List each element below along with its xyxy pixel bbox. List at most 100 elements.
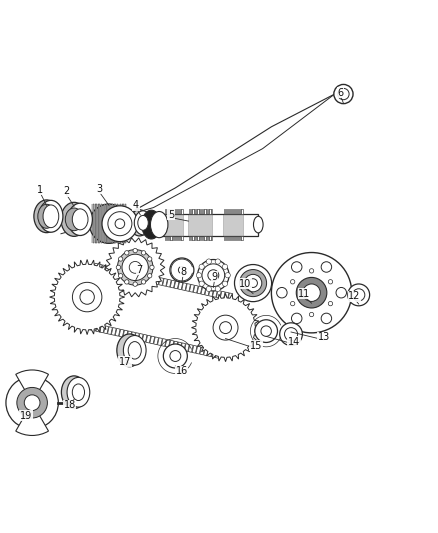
Bar — [138, 334, 143, 341]
Bar — [192, 236, 194, 240]
Circle shape — [328, 302, 332, 306]
Text: 3: 3 — [96, 184, 102, 194]
Ellipse shape — [43, 205, 59, 228]
Bar — [230, 236, 231, 240]
Circle shape — [80, 290, 94, 304]
Bar — [169, 236, 170, 240]
Bar — [232, 209, 233, 214]
Circle shape — [141, 280, 146, 284]
Bar — [123, 330, 128, 338]
Bar — [237, 236, 239, 240]
Text: 7: 7 — [136, 265, 143, 275]
Bar — [194, 209, 195, 214]
Ellipse shape — [198, 260, 229, 291]
Bar — [196, 236, 197, 240]
Bar — [197, 286, 202, 294]
Bar — [189, 209, 190, 214]
Bar — [232, 236, 233, 240]
Ellipse shape — [215, 259, 220, 264]
Circle shape — [280, 323, 302, 345]
Circle shape — [309, 269, 314, 273]
Bar — [125, 204, 126, 244]
Bar — [200, 347, 205, 355]
Text: 18: 18 — [64, 400, 76, 410]
Bar — [228, 209, 229, 214]
Polygon shape — [106, 238, 165, 297]
Bar — [172, 209, 173, 214]
Circle shape — [129, 262, 141, 273]
Bar — [224, 209, 225, 214]
Ellipse shape — [178, 266, 185, 273]
Bar — [188, 344, 193, 352]
Text: 4: 4 — [133, 200, 139, 211]
Bar — [117, 204, 118, 244]
Circle shape — [6, 376, 58, 429]
Bar — [208, 236, 209, 240]
Bar — [136, 272, 141, 280]
Bar — [128, 271, 133, 279]
Ellipse shape — [142, 210, 161, 239]
Bar — [162, 279, 167, 286]
Text: 16: 16 — [176, 366, 188, 376]
Bar — [181, 209, 183, 214]
Bar — [178, 282, 183, 289]
Bar — [124, 270, 129, 278]
Ellipse shape — [249, 279, 258, 287]
Bar — [236, 236, 237, 240]
Bar — [147, 275, 152, 283]
Bar — [143, 274, 148, 282]
Text: 15: 15 — [250, 341, 262, 351]
Bar — [139, 273, 144, 281]
Bar — [93, 204, 94, 244]
Ellipse shape — [170, 351, 181, 361]
Bar — [212, 350, 216, 358]
Bar — [223, 214, 243, 236]
Bar — [85, 321, 89, 329]
Circle shape — [148, 257, 152, 261]
Bar — [158, 338, 162, 345]
Circle shape — [117, 249, 153, 285]
Bar — [115, 204, 116, 244]
Circle shape — [219, 322, 232, 334]
Bar — [211, 209, 212, 214]
Bar — [178, 236, 179, 240]
Circle shape — [118, 257, 123, 261]
Bar — [123, 204, 124, 244]
Bar — [205, 288, 210, 296]
Ellipse shape — [124, 335, 146, 365]
Bar — [176, 209, 177, 214]
Circle shape — [122, 254, 148, 280]
Bar — [165, 209, 166, 214]
Ellipse shape — [199, 281, 204, 286]
Bar — [201, 236, 202, 240]
Ellipse shape — [206, 286, 212, 292]
Circle shape — [124, 280, 129, 284]
Bar — [117, 268, 121, 276]
Bar — [151, 276, 156, 284]
Bar — [104, 326, 109, 334]
Text: 2: 2 — [63, 187, 69, 196]
Bar — [81, 321, 85, 328]
Bar — [180, 343, 185, 351]
Ellipse shape — [138, 215, 148, 230]
Ellipse shape — [261, 326, 272, 336]
Ellipse shape — [128, 342, 141, 359]
Ellipse shape — [196, 272, 201, 278]
Bar — [206, 236, 207, 240]
Bar — [101, 204, 102, 244]
Bar — [198, 236, 199, 240]
Bar — [96, 324, 101, 332]
Bar — [191, 236, 192, 240]
Bar — [198, 209, 199, 214]
Circle shape — [141, 251, 146, 255]
Circle shape — [290, 280, 295, 284]
Text: 14: 14 — [288, 337, 300, 346]
Bar — [142, 334, 147, 342]
Circle shape — [150, 265, 154, 270]
Bar — [165, 340, 170, 347]
Circle shape — [291, 313, 302, 324]
Ellipse shape — [225, 272, 230, 278]
Circle shape — [321, 262, 332, 272]
Bar — [154, 337, 159, 345]
Bar — [106, 204, 107, 244]
